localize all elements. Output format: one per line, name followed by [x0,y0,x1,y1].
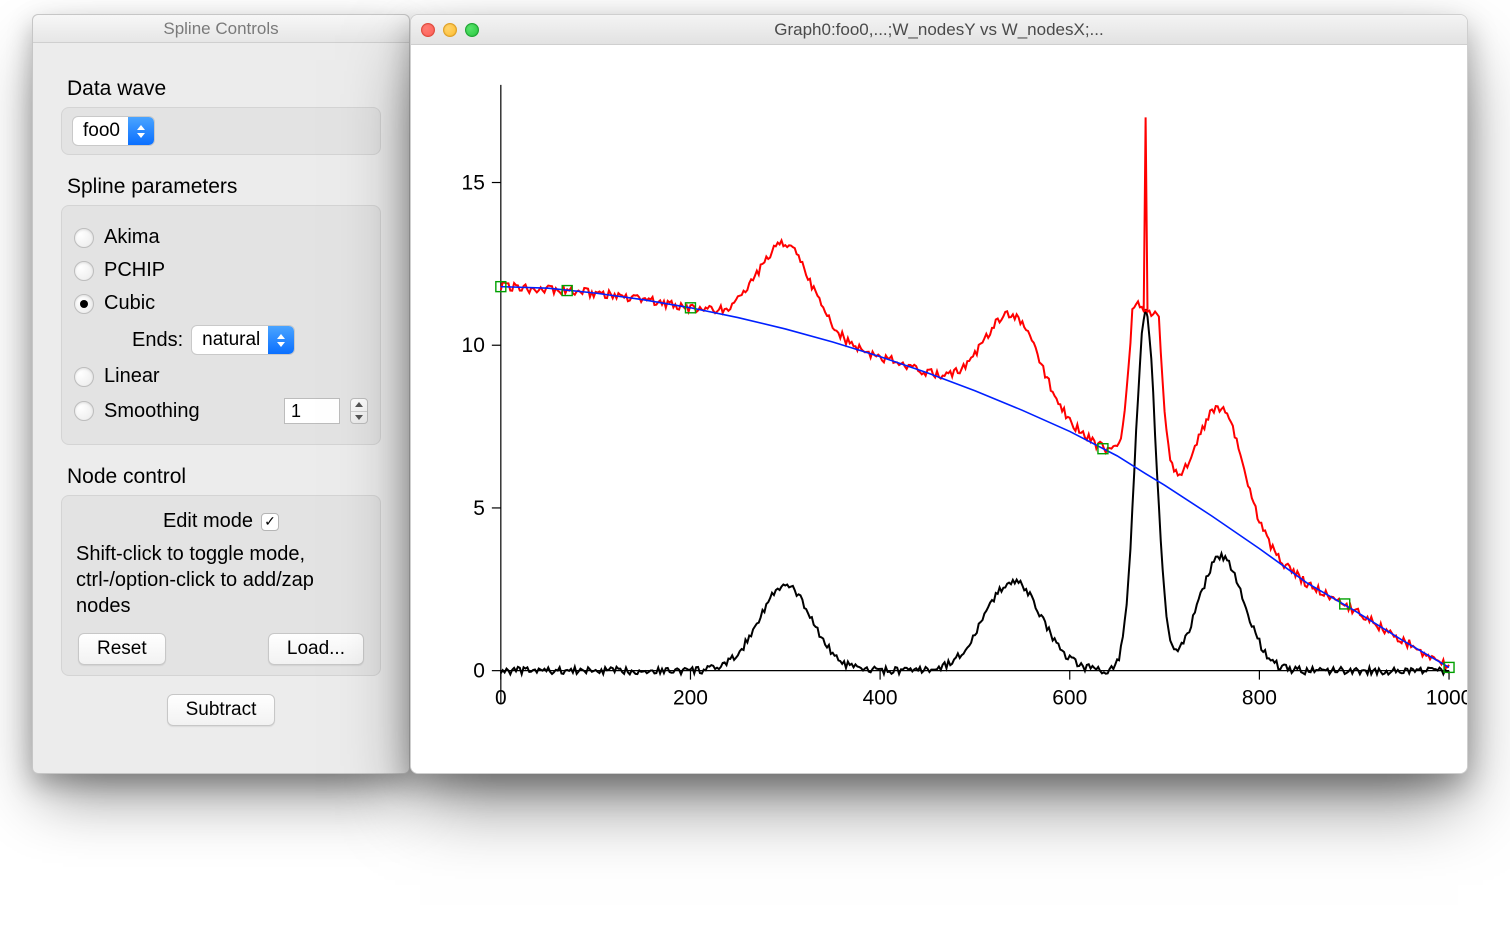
radio-smoothing[interactable] [74,401,94,421]
spline-controls-window: Spline Controls Data wave foo0 Spline pa… [32,14,410,774]
svg-text:800: 800 [1242,687,1277,710]
svg-text:600: 600 [1052,687,1087,710]
series-residual [501,309,1449,674]
minimize-icon[interactable] [443,23,457,37]
zoom-icon[interactable] [465,23,479,37]
svg-text:15: 15 [462,172,485,195]
data-wave-select[interactable]: foo0 [72,116,155,146]
data-wave-value: foo0 [83,120,128,142]
edit-mode-label: Edit mode [163,510,253,533]
radio-icon [74,367,94,387]
node-control-group: Edit mode ✓ Shift-click to toggle mode, … [61,495,381,676]
radio-icon [74,228,94,248]
load-button[interactable]: Load... [268,633,364,665]
close-icon[interactable] [421,23,435,37]
radio-pchip[interactable]: PCHIP [74,259,368,282]
chevron-updown-icon [268,326,294,354]
graph-title: Graph0:foo0,...;W_nodesY vs W_nodesX;... [774,20,1103,40]
data-wave-label: Data wave [67,77,381,101]
svg-text:0: 0 [495,687,507,710]
ends-value: natural [202,329,268,351]
ends-select[interactable]: natural [191,325,295,355]
svg-text:0: 0 [473,660,485,683]
radio-akima-label: Akima [104,226,160,249]
svg-text:200: 200 [673,687,708,710]
smoothing-stepper[interactable] [350,398,368,424]
series-baseline [501,287,1449,668]
data-wave-group: foo0 [61,107,381,155]
subtract-button[interactable]: Subtract [167,694,276,726]
node-help-text: Shift-click to toggle mode, ctrl-/option… [76,541,366,619]
graph-window: Graph0:foo0,...;W_nodesY vs W_nodesX;...… [410,14,1468,774]
spline-params-label: Spline parameters [67,175,381,199]
spline-params-group: Akima PCHIP Cubic Ends: natural Linear [61,205,381,445]
radio-linear-label: Linear [104,365,160,388]
graph-plot-area[interactable]: 0 200 400 600 800 1000 0 5 10 15 [411,45,1467,773]
traffic-lights [421,23,479,37]
controls-title: Spline Controls [163,19,278,39]
controls-titlebar[interactable]: Spline Controls [33,15,409,43]
radio-smoothing-label: Smoothing [104,400,200,423]
svg-text:1000: 1000 [1426,687,1467,710]
smoothing-input[interactable] [284,398,340,424]
edit-mode-checkbox[interactable]: ✓ [261,513,279,531]
svg-text:400: 400 [863,687,898,710]
node-control-label: Node control [67,465,381,489]
ends-label: Ends: [132,329,183,352]
radio-pchip-label: PCHIP [104,259,165,282]
radio-cubic-label: Cubic [104,292,155,315]
chevron-updown-icon [128,117,154,145]
graph-titlebar[interactable]: Graph0:foo0,...;W_nodesY vs W_nodesX;... [411,15,1467,45]
radio-icon [74,261,94,281]
svg-text:10: 10 [462,334,485,357]
series-raw [501,240,1449,668]
svg-text:5: 5 [473,497,485,520]
reset-button[interactable]: Reset [78,633,166,665]
radio-cubic[interactable]: Cubic [74,292,368,315]
radio-akima[interactable]: Akima [74,226,368,249]
radio-linear[interactable]: Linear [74,365,368,388]
radio-icon [74,294,94,314]
